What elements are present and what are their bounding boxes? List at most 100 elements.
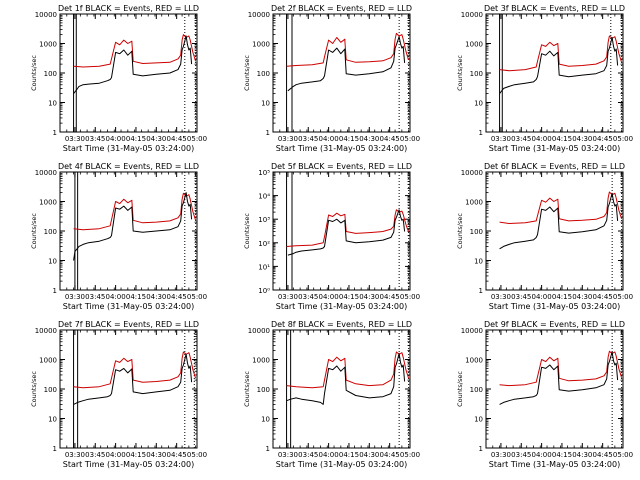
y-tick-label: 1000 xyxy=(252,41,270,49)
chart-title: Det 3f BLACK = Events, RED = LLD xyxy=(484,4,625,13)
chart-title: Det 5f BLACK = Events, RED = LLD xyxy=(271,162,412,171)
x-tick-label: 04:15 xyxy=(339,293,359,301)
y-tick-label: 10000 xyxy=(35,327,57,335)
y-axis-label: Counts/sec xyxy=(456,371,464,407)
y-tick-label: 1 xyxy=(53,287,57,295)
x-tick-label: 03:30 xyxy=(278,451,298,459)
lld-series-line xyxy=(499,350,623,387)
x-tick-label: 03:30 xyxy=(491,135,511,143)
chart-title: Det 7f BLACK = Events, RED = LLD xyxy=(58,320,199,329)
events-series-line xyxy=(499,37,619,94)
y-tick-label: 1000 xyxy=(252,357,270,365)
plot-frame xyxy=(485,329,624,449)
y-axis-label: Counts/sec xyxy=(456,55,464,91)
plot-frame xyxy=(59,171,198,291)
x-axis-label: Start Time (31-May-05 03:24:00) xyxy=(276,144,407,153)
x-tick-label: 03:45 xyxy=(511,135,531,143)
y-tick-label: 100 xyxy=(470,228,483,236)
x-tick-label: 04:00 xyxy=(532,293,552,301)
x-tick-label: 04:45 xyxy=(380,451,400,459)
x-tick-label: 04:00 xyxy=(319,293,339,301)
x-tick-label: 04:30 xyxy=(146,135,166,143)
x-tick-label: 03:30 xyxy=(65,451,85,459)
x-tick-label: 03:30 xyxy=(278,293,298,301)
x-tick-label: 04:15 xyxy=(126,451,146,459)
y-axis-label: Counts/sec xyxy=(30,213,38,249)
x-tick-label: 04:30 xyxy=(572,135,592,143)
x-tick-label: 04:45 xyxy=(380,293,400,301)
y-axis-label: Counts/sec xyxy=(456,213,464,249)
x-tick-label: 03:30 xyxy=(65,293,85,301)
y-tick-label: 10000 xyxy=(248,11,270,19)
x-tick-label: 03:45 xyxy=(511,293,531,301)
events-series-line xyxy=(287,36,406,92)
lld-series-line xyxy=(286,351,410,389)
y-tick-label: 10000 xyxy=(35,169,57,177)
y-tick-label: 1000 xyxy=(39,357,57,365)
plot-frame xyxy=(59,329,198,449)
plot-frame xyxy=(272,13,411,133)
x-tick-label: 04:45 xyxy=(380,135,400,143)
x-tick-label: 04:15 xyxy=(339,135,359,143)
chart-panel: Det 1f BLACK = Events, RED = LLD 1 10 100 10… xyxy=(30,4,207,153)
x-tick-label: 04:00 xyxy=(106,135,126,143)
y-tick-label: 10 xyxy=(48,258,57,266)
y-tick-label: 1 xyxy=(479,445,483,453)
x-axis-label: Start Time (31-May-05 03:24:00) xyxy=(63,302,194,311)
events-series-line xyxy=(73,192,193,261)
y-tick-label: 1000 xyxy=(465,357,483,365)
x-tick-label: 04:45 xyxy=(593,293,613,301)
chart-panel: Det 2f BLACK = Events, RED = LLD 1 10 100 10… xyxy=(243,4,420,153)
chart-panel: Det 3f BLACK = Events, RED = LLD 1 10 100 10… xyxy=(456,4,633,153)
x-axis-label: Start Time (31-May-05 03:24:00) xyxy=(276,460,407,469)
x-tick-label: 04:00 xyxy=(319,451,339,459)
y-tick-label: 10¹ xyxy=(258,263,270,271)
events-series-line xyxy=(499,351,619,405)
x-tick-label: 04:15 xyxy=(552,135,572,143)
y-tick-label: 100 xyxy=(470,386,483,394)
y-tick-label: 10000 xyxy=(248,327,270,335)
x-tick-label: 04:30 xyxy=(572,293,592,301)
y-tick-label: 1000 xyxy=(465,199,483,207)
plot-frame xyxy=(59,13,198,133)
x-tick-label: 04:45 xyxy=(593,451,613,459)
chart-panel: Det 7f BLACK = Events, RED = LLD 1 10 100 10… xyxy=(30,320,207,469)
events-series-line xyxy=(286,353,406,405)
y-tick-label: 10 xyxy=(261,416,270,424)
x-tick-label: 04:30 xyxy=(359,451,379,459)
chart-panel: Det 6f BLACK = Events, RED = LLD 1 10 100 10… xyxy=(456,162,633,311)
x-tick-label: 05:00 xyxy=(187,135,207,143)
x-tick-label: 05:00 xyxy=(613,451,633,459)
x-tick-label: 04:00 xyxy=(532,451,552,459)
x-tick-label: 03:30 xyxy=(491,451,511,459)
x-tick-label: 05:00 xyxy=(400,293,420,301)
y-tick-label: 100 xyxy=(44,386,57,394)
y-axis-label: Counts/sec xyxy=(243,55,251,91)
y-axis-label: Counts/sec xyxy=(243,213,251,249)
x-tick-label: 04:00 xyxy=(106,451,126,459)
y-tick-label: 1 xyxy=(479,129,483,137)
chart-title: Det 6f BLACK = Events, RED = LLD xyxy=(484,162,625,171)
y-tick-label: 10⁵ xyxy=(258,169,270,177)
plot-frame xyxy=(272,329,411,449)
plot-frame xyxy=(485,171,624,291)
y-tick-label: 100 xyxy=(44,228,57,236)
y-tick-label: 10⁴ xyxy=(258,193,270,201)
y-tick-label: 10000 xyxy=(461,327,483,335)
x-tick-label: 03:30 xyxy=(65,135,85,143)
x-tick-label: 04:00 xyxy=(106,293,126,301)
x-axis-label: Start Time (31-May-05 03:24:00) xyxy=(63,460,194,469)
x-axis-label: Start Time (31-May-05 03:24:00) xyxy=(63,144,194,153)
y-tick-label: 10 xyxy=(261,100,270,108)
x-tick-label: 04:45 xyxy=(167,135,187,143)
x-tick-label: 03:45 xyxy=(298,293,318,301)
events-series-line xyxy=(287,209,406,256)
events-series-line xyxy=(499,192,619,250)
lld-series-line xyxy=(499,191,623,224)
y-tick-label: 10³ xyxy=(258,216,270,224)
x-tick-label: 05:00 xyxy=(613,293,633,301)
y-tick-label: 10000 xyxy=(461,169,483,177)
y-axis-label: Counts/sec xyxy=(243,371,251,407)
y-tick-label: 10 xyxy=(474,258,483,266)
